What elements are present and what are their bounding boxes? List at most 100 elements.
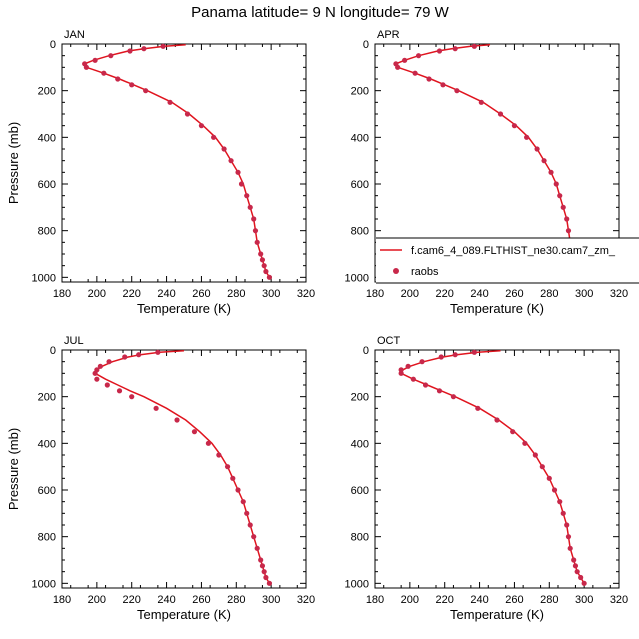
obs-point [405,363,411,369]
obs-point [450,394,457,400]
obs-point [258,251,264,257]
obs-point [436,48,443,54]
x-tick-label: 300 [262,288,280,300]
model-line [94,349,271,584]
obs-point [419,359,425,365]
obs-point [510,429,516,435]
obs-point [574,569,580,575]
model-line [83,43,271,278]
obs-point [104,382,110,388]
obs-point [475,405,481,411]
panel-label: APR [377,29,400,41]
obs-point [263,574,269,581]
x-axis-label: Temperature (K) [450,301,544,316]
y-tick-label: 800 [351,226,369,238]
obs-point [557,499,563,505]
obs-point [524,134,530,140]
obs-point [263,268,269,275]
obs-point [240,499,246,505]
obs-point [155,349,161,355]
obs-point [174,417,180,423]
obs-point [235,169,241,175]
panels: 180 200 220 240 260 280 300 320 0 200 400 600 800 100… [6,29,628,622]
obs-point [198,123,205,129]
x-tick-label: 320 [297,594,315,606]
x-tick-label: 220 [436,594,454,606]
obs-point [548,169,554,175]
obs-point [230,475,236,481]
obs-point [454,88,460,94]
obs-point [221,146,227,152]
y-axis-label: Pressure (mb) [6,428,21,510]
obs-point [254,239,260,245]
panel-oct: 180 200 220 240 260 280 300 320 0 200 400 600 800 100… [345,335,629,622]
y-tick-label: 600 [351,485,369,497]
obs-point [252,228,259,234]
obs-point [266,580,272,586]
obs-point [438,354,444,360]
obs-point [108,53,114,59]
obs-point [92,370,98,376]
obs-point [216,452,222,458]
obs-point [94,376,100,382]
obs-point [564,216,570,222]
legend-obs-label: raobs [411,266,439,278]
y-tick-label: 200 [351,392,369,404]
x-tick-label: 320 [610,594,628,606]
obs-point [581,580,587,586]
obs-point [160,43,166,49]
obs-point [511,123,518,129]
x-tick-label: 220 [123,288,141,300]
obs-point [546,475,552,481]
y-tick-label: 400 [351,132,369,144]
obs-point [567,545,573,551]
legend-marker-swatch [393,268,399,274]
obs-point [141,46,147,52]
y-tick-label: 0 [50,345,56,357]
x-tick-label: 180 [366,288,384,300]
obs-point [115,76,121,82]
x-tick-label: 320 [610,288,628,300]
obs-point [402,57,408,63]
obs-point [92,57,98,63]
obs-point [136,352,142,358]
obs-point [254,545,260,551]
x-tick-label: 300 [262,594,280,606]
y-tick-label: 1000 [345,272,369,284]
obs-point [261,263,267,269]
obs-point [415,53,422,59]
x-tick-label: 240 [470,288,488,300]
y-tick-label: 200 [351,86,369,98]
obs-point [551,487,558,493]
obs-point [565,534,572,540]
legend-model-label: f.cam6_4_089.FLTHIST_ne30.cam7_zm_ [411,245,616,257]
figure-title: Panama latitude= 9 N longitude= 79 W [191,4,450,21]
obs-point [578,574,584,581]
plot-frame [61,349,307,589]
x-tick-label: 240 [157,288,175,300]
x-tick-label: 320 [297,288,315,300]
x-tick-label: 240 [157,594,175,606]
obs-point [539,464,545,470]
obs-point [452,352,458,358]
obs-point [238,181,245,187]
obs-point [235,487,241,493]
y-tick-label: 800 [38,226,56,238]
obs-point [440,82,446,88]
x-axis-label: Temperature (K) [450,607,544,622]
y-tick-label: 400 [38,132,56,144]
obs-point [572,563,579,569]
obs-point [83,64,89,70]
x-tick-label: 300 [575,288,593,300]
obs-point [494,417,500,423]
obs-point [191,429,198,435]
panel-label: OCT [377,335,401,347]
x-tick-label: 180 [53,288,71,300]
x-tick-label: 180 [366,594,384,606]
obs-point [565,228,572,234]
obs-point [266,274,272,280]
panel-jan: 180 200 220 240 260 280 300 320 0 200 400 600 800 100… [6,29,315,316]
x-tick-label: 260 [505,594,523,606]
obs-point [97,363,103,369]
y-tick-label: 600 [38,179,56,191]
